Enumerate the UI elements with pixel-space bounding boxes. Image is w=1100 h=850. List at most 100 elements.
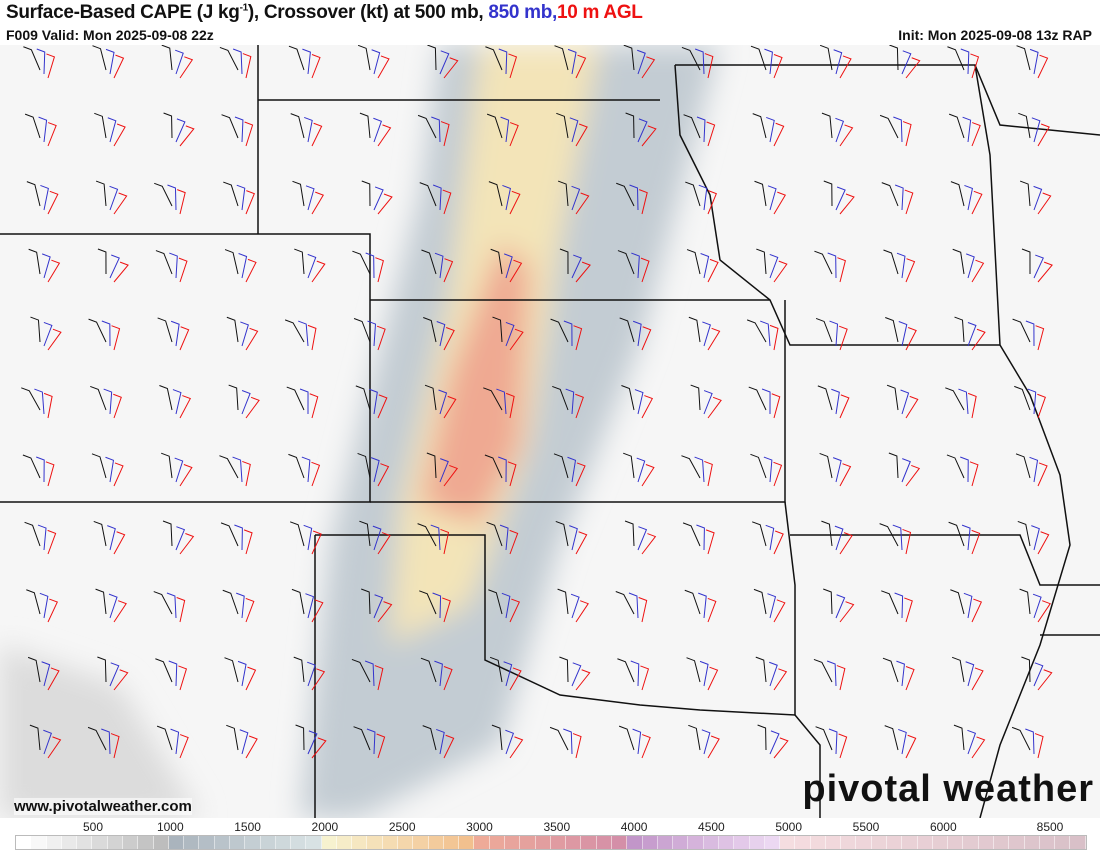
wind-barb <box>178 257 188 283</box>
wind-barb <box>232 48 243 75</box>
wind-barb <box>879 114 899 139</box>
colorbar-label: 4000 <box>620 820 648 834</box>
colorbar-cell <box>581 836 597 849</box>
wind-barb <box>488 181 503 207</box>
wind-barb <box>773 191 787 215</box>
wind-barb <box>821 112 833 139</box>
colorbar-cell <box>535 836 551 849</box>
wind-barb <box>113 261 129 283</box>
wind-barb <box>501 592 511 619</box>
wind-barb <box>509 667 522 691</box>
wind-barb <box>307 661 316 687</box>
wind-barb <box>970 53 980 79</box>
wind-barb <box>557 180 569 207</box>
wind-barb <box>829 320 839 347</box>
wind-barb <box>236 592 245 619</box>
colorbar-cell <box>382 836 399 849</box>
colorbar-label: 5000 <box>775 820 803 834</box>
wind-barb <box>769 661 778 687</box>
wind-barb <box>305 185 315 211</box>
wind-barb <box>307 253 317 279</box>
wind-barb <box>166 592 177 619</box>
wind-barb <box>1033 185 1043 211</box>
wind-barb <box>905 464 921 487</box>
wind-barb <box>238 253 248 279</box>
colorbar-cell <box>1055 836 1071 849</box>
wind-barb <box>641 464 655 487</box>
wind-barb <box>813 658 833 683</box>
wind-barb <box>839 532 853 555</box>
wind-barb <box>93 520 107 547</box>
wind-barb <box>894 592 904 619</box>
colorbar-cell <box>153 836 169 849</box>
wind-barb <box>422 725 437 751</box>
colorbar-cell <box>428 836 444 849</box>
wind-barb <box>814 250 833 275</box>
wind-barb <box>752 521 767 547</box>
wind-barb <box>637 118 648 143</box>
wind-barb <box>43 729 52 755</box>
wind-barb <box>554 45 569 71</box>
colorbar-label: 6000 <box>929 820 957 834</box>
wind-barb <box>24 113 41 139</box>
wind-barb <box>288 453 305 479</box>
wind-barb <box>898 321 908 347</box>
wind-barb <box>175 526 186 551</box>
colorbar-label: 3000 <box>466 820 493 834</box>
wind-barb <box>570 593 580 619</box>
wind-barb <box>905 327 917 351</box>
wind-barb <box>904 189 914 215</box>
wind-barb <box>905 258 916 283</box>
wind-barb <box>896 660 905 687</box>
wind-barb <box>572 733 582 759</box>
wind-barb <box>372 525 382 551</box>
wind-barb <box>377 463 390 487</box>
wind-barb <box>688 724 701 751</box>
colorbar-cell <box>734 836 750 849</box>
wind-barb <box>367 320 377 347</box>
wind-barb <box>1037 123 1050 147</box>
wind-barb <box>963 592 973 619</box>
wind-barb <box>1037 462 1048 487</box>
wind-barb <box>817 385 833 411</box>
wind-barb <box>616 182 635 207</box>
wind-barb <box>113 123 126 147</box>
colorbar-cell <box>627 836 643 849</box>
wind-barb <box>641 56 656 79</box>
wind-barb <box>1037 261 1053 283</box>
colorbar-cell <box>856 836 872 849</box>
wind-barb <box>827 252 837 279</box>
wind-barb <box>442 189 452 215</box>
wind-barb <box>307 730 318 755</box>
wind-barb <box>886 384 899 411</box>
wind-barb <box>92 45 107 71</box>
wind-barb <box>575 669 591 691</box>
wind-barb <box>950 181 965 207</box>
wind-barb <box>704 53 714 79</box>
colorbar-cell <box>871 836 888 849</box>
colorbar-cell <box>107 836 123 849</box>
wind-barb <box>773 599 786 623</box>
wind-barb <box>179 125 195 147</box>
wind-barb <box>567 456 577 483</box>
colorbar-cell <box>92 836 108 849</box>
wind-barb <box>1021 656 1031 683</box>
wind-barb <box>621 385 635 411</box>
wind-barb <box>641 734 651 759</box>
wind-barb <box>623 452 635 479</box>
wind-barb <box>1031 117 1041 143</box>
wind-barb <box>176 597 186 623</box>
wind-barb <box>377 193 393 215</box>
wind-barb <box>236 184 246 211</box>
colorbar-label: 2000 <box>311 820 339 834</box>
wind-barb <box>30 316 41 343</box>
wind-barb <box>550 318 569 343</box>
wind-barb <box>503 661 513 687</box>
wind-barb <box>237 660 247 687</box>
wind-barb <box>498 48 508 75</box>
wind-barb <box>87 726 107 751</box>
wind-barb <box>773 737 789 759</box>
wind-barb <box>245 666 257 691</box>
wind-barb <box>1017 520 1031 547</box>
wind-barb <box>286 386 305 411</box>
